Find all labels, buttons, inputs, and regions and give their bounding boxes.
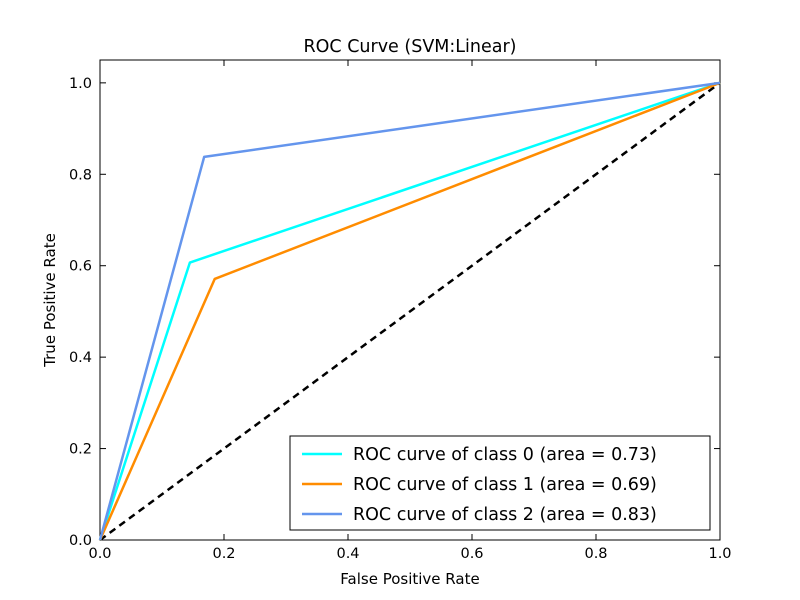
legend-box [289,435,711,531]
roc-line-class-2 [98,81,721,541]
legend: ROC curve of class 0 (area = 0.73) ROC cu… [289,435,711,531]
legend-label-class-1: ROC curve of class 1 (area = 0.69) [353,475,657,495]
legend-label-class-0: ROC curve of class 0 (area = 0.73) [353,445,657,465]
roc-line-class-0 [98,81,721,541]
chance-reference-line [99,81,721,542]
x-tick-label: 0.6 [460,546,483,562]
x-tick-label: 1.0 [708,546,731,562]
x-tick-label: 0.0 [88,546,111,562]
roc-line-class-1 [98,81,721,541]
y-tick-label: 0.8 [69,167,92,183]
x-tick-label: 0.8 [584,546,607,562]
y-tick-label: 1.0 [69,76,92,92]
legend-label-class-2: ROC curve of class 2 (area = 0.83) [353,505,657,525]
x-tick-label: 0.2 [212,546,235,562]
y-tick-label: 0.2 [69,442,92,458]
x-tick-label: 0.4 [336,546,359,562]
chart-title: ROC Curve (SVM:Linear) [303,37,516,57]
y-tick-label: 0.0 [69,533,92,549]
y-tick-label: 0.6 [69,259,92,275]
x-axis-label: False Positive Rate [340,570,479,588]
y-tick-label: 0.4 [69,350,92,366]
y-axis-label: True Positive Rate [41,233,59,368]
series-lines [98,81,721,542]
axis-ticks: 0.0 0.2 0.4 0.6 0.8 1.0 0.0 0.2 0.4 0.6 0.8 1.0 [69,60,732,562]
